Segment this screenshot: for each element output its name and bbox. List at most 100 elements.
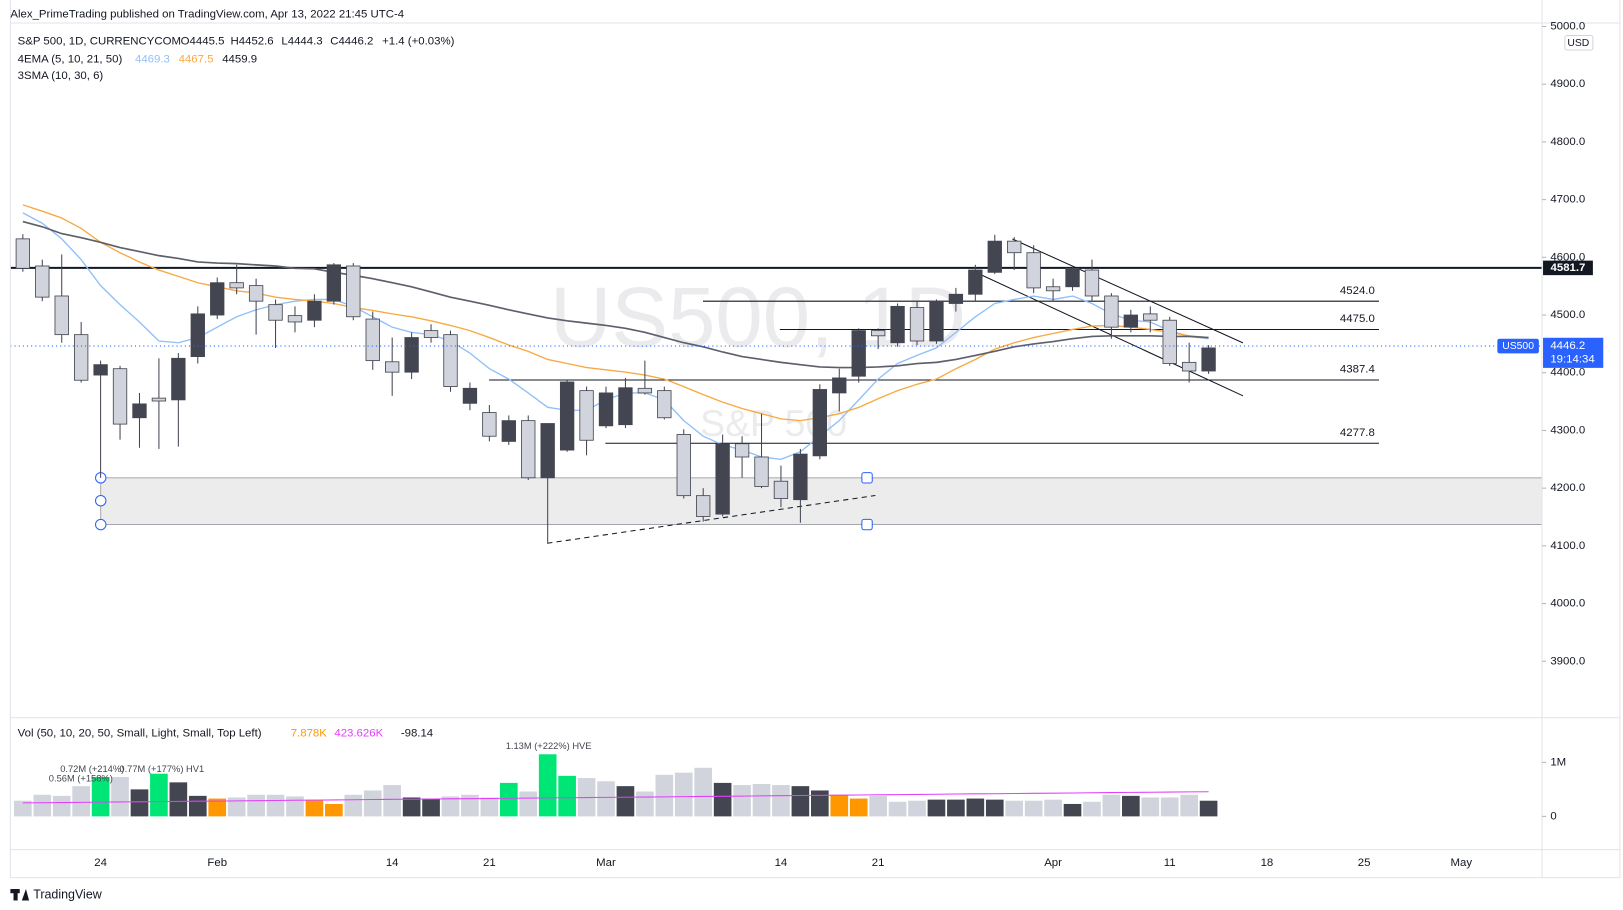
x-tick-label: 14: [386, 857, 399, 869]
candle-body: [676, 434, 691, 497]
candle-body: [1181, 361, 1197, 372]
candle-body: [521, 420, 536, 479]
candle-body: [1065, 267, 1080, 288]
header-text: Alex_PrimeTrading published on TradingVi…: [10, 9, 404, 21]
handle[interactable]: [95, 494, 107, 507]
candle-body: [248, 285, 264, 302]
candle-body: [598, 392, 614, 427]
change: +1.4 (+0.03%): [382, 36, 454, 48]
x-tick-label: 21: [483, 857, 496, 869]
volume-bar: [791, 786, 810, 817]
volume-bar: [480, 797, 499, 817]
level-label: 4277.8: [1340, 427, 1375, 439]
y-tick-label: 5000.0: [1550, 21, 1585, 33]
x-tick-label: 24: [94, 857, 107, 869]
price-label: 4446.2: [1550, 340, 1585, 352]
x-tick-label: May: [1451, 857, 1473, 869]
volume-bar: [33, 794, 52, 817]
indicator-value: 4469.3: [135, 53, 170, 65]
candle-body: [851, 330, 866, 377]
volume-note: 0.72M (+214%): [60, 764, 124, 774]
volume-bar: [1180, 794, 1198, 817]
candle-body: [1007, 240, 1022, 254]
volume-bar: [363, 790, 382, 817]
candle-body: [948, 293, 964, 304]
candle-body: [540, 423, 555, 479]
logo-part: [13, 889, 18, 901]
volume-bar: [966, 798, 985, 817]
candle-body: [929, 300, 944, 342]
volume-bar: [1102, 794, 1121, 817]
volume-legend-value: 423.626K: [334, 727, 383, 739]
volume-bar: [616, 786, 635, 817]
candle-body: [1045, 286, 1061, 292]
moving-average: [22, 220, 1209, 369]
countdown: 19:14:34: [1550, 354, 1595, 366]
y-tick-label: 4300.0: [1550, 424, 1585, 436]
candle-body: [443, 334, 458, 388]
candle-body: [501, 420, 516, 442]
x-tick-label: Apr: [1044, 857, 1062, 869]
volume-bar: [286, 796, 304, 817]
ohlc-close: C4446.2: [330, 36, 373, 48]
candle-body: [112, 368, 128, 425]
level-label: 4475.0: [1340, 313, 1375, 325]
candle-body: [657, 390, 672, 419]
candle-body: [618, 387, 633, 426]
handle[interactable]: [861, 518, 873, 531]
candle-body: [754, 456, 769, 487]
volume-bar: [1083, 801, 1101, 817]
candle-body: [1201, 347, 1216, 372]
volume-bar: [519, 791, 538, 817]
y-tick-label: 4100.0: [1550, 540, 1585, 552]
handle[interactable]: [95, 518, 107, 531]
y-tick-label: 4200.0: [1550, 482, 1585, 494]
volume-bar: [674, 772, 693, 817]
y-tick-label: 4800.0: [1550, 136, 1585, 148]
footer-logo: [10, 889, 30, 901]
candle-body: [696, 495, 711, 517]
candle-body: [171, 357, 186, 401]
volume-legend-value: -98.14: [401, 727, 434, 739]
volume-bar: [1044, 799, 1062, 817]
volume-note: 0.56M (+158%): [49, 773, 113, 783]
x-tick-label: 14: [775, 857, 788, 869]
volume-bar: [72, 786, 90, 817]
volume-bar: [713, 782, 732, 817]
handle[interactable]: [861, 472, 873, 484]
y-tick-label: 4900.0: [1550, 78, 1585, 90]
candle-body: [210, 282, 225, 316]
price-badge: [1543, 337, 1604, 368]
candle-body: [1026, 252, 1041, 289]
candle-body: [1104, 295, 1119, 328]
volume-bar: [499, 782, 518, 817]
volume-bar: [461, 794, 479, 817]
volume-bar: [1063, 803, 1082, 817]
candle-body: [773, 480, 789, 499]
candle-body: [870, 330, 886, 337]
volume-bar: [1005, 800, 1024, 817]
candle-body: [385, 361, 400, 373]
candle-body: [637, 387, 653, 394]
candle-body: [190, 313, 205, 357]
volume-bar: [636, 791, 654, 817]
currency-box[interactable]: [1564, 34, 1594, 51]
symbol-label: US500: [1502, 341, 1534, 352]
candle-body: [890, 305, 905, 344]
candle-body: [909, 307, 925, 342]
volume-note: 0.77M (+177%) HV1: [119, 764, 204, 774]
candle-body: [423, 330, 439, 338]
volume-bar: [849, 798, 868, 817]
volume-bar: [305, 799, 324, 817]
footer-brand: TradingView: [33, 888, 103, 902]
candle-body: [1143, 313, 1158, 321]
volume-bar: [441, 796, 460, 817]
candle-body: [365, 318, 380, 362]
candle-body: [715, 443, 730, 515]
volume-note: 1.13M (+222%) HVE: [506, 741, 592, 751]
volume-bar: [597, 781, 615, 817]
x-tick-label: 18: [1261, 857, 1274, 869]
